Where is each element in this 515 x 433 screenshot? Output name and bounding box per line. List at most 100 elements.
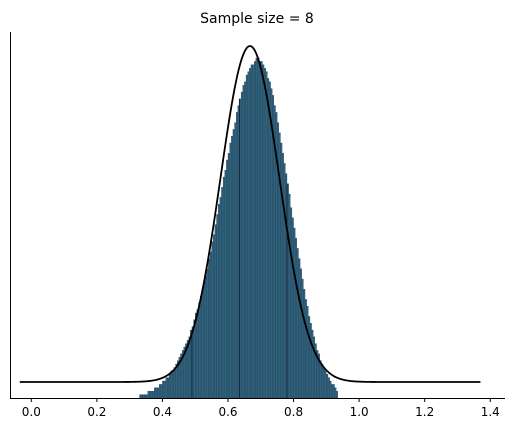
x-tick-label: 0.4 [153, 405, 172, 419]
histogram-bar [231, 136, 234, 399]
histogram-bar [265, 71, 268, 399]
histogram-bar [281, 153, 284, 399]
histogram-bar [144, 394, 147, 399]
histogram-bar [258, 61, 261, 399]
x-tick-label: 0.6 [218, 405, 237, 419]
histogram-bar [152, 391, 155, 399]
histogram-bar [226, 159, 229, 399]
x-tick-label: 0.2 [87, 405, 106, 419]
histogram-bar [303, 289, 306, 399]
histogram-bar [142, 394, 145, 399]
histogram-bar [260, 61, 263, 399]
histogram-bar [154, 387, 157, 399]
histogram-bar [211, 241, 214, 399]
histogram-bar [245, 74, 248, 399]
histogram-bar [216, 214, 219, 399]
histogram-bar [324, 370, 327, 399]
histogram-bar [249, 68, 252, 399]
histogram-bar [147, 391, 150, 399]
histogram-bar [227, 153, 230, 399]
histogram-bar [327, 377, 330, 399]
histogram-bar [299, 268, 302, 399]
histogram-bar [206, 268, 209, 399]
histogram-bar [140, 394, 143, 399]
histogram-bar [168, 374, 171, 399]
histogram-bar [236, 112, 238, 399]
histogram-bar [203, 282, 206, 399]
histogram-bar [288, 193, 291, 399]
histogram-bar [219, 197, 222, 399]
histogram-bar [208, 258, 211, 399]
histogram-bar [150, 391, 153, 399]
histogram-bar [283, 163, 286, 399]
histogram-bar [163, 380, 166, 399]
histogram-bar [293, 227, 296, 399]
histogram-bar [331, 384, 334, 399]
histogram-bar [334, 387, 337, 399]
histogram-bar [322, 367, 325, 399]
histogram-bar [204, 275, 207, 399]
histogram-bar [218, 204, 220, 399]
histogram-bar [306, 306, 309, 399]
histogram-bar [255, 57, 258, 399]
histogram-bar [240, 91, 243, 399]
x-axis-ticks: 0.0 0.2 0.4 0.6 0.8 1.0 1.2 1.4 [22, 398, 500, 419]
histogram-bar [319, 360, 322, 399]
histogram-bar [267, 78, 270, 399]
histogram-bar [247, 71, 250, 399]
x-tick-label: 1.4 [481, 405, 500, 419]
histogram-bar [195, 312, 198, 399]
histogram-bar [198, 302, 201, 399]
pdf-curve [19, 45, 481, 383]
histogram-bar [290, 207, 293, 399]
histogram-bar [295, 238, 297, 399]
histogram-bar [332, 384, 335, 399]
x-tick-label: 1.0 [350, 405, 369, 419]
histogram-bar [229, 142, 232, 399]
histogram-bar [326, 374, 329, 399]
histogram-bar [155, 387, 158, 399]
histogram-bar [242, 85, 245, 399]
histogram-bars [139, 57, 338, 399]
histogram-bar [270, 88, 273, 399]
histogram-bar [252, 64, 255, 399]
histogram-bar [254, 61, 257, 399]
histogram-bar [262, 64, 265, 399]
histogram-bar [222, 176, 225, 399]
histogram-bar [321, 363, 324, 399]
histogram-bar [234, 122, 237, 399]
histogram-bar [213, 234, 216, 399]
histogram-bar [170, 370, 173, 399]
histogram-bar [336, 391, 338, 399]
histogram-bar [304, 299, 307, 399]
histogram-bar [308, 316, 311, 399]
histogram-bar [139, 394, 142, 399]
histogram-bar [173, 367, 176, 399]
histogram-bar [313, 336, 316, 399]
histogram-bar [193, 319, 196, 399]
histogram-bar [311, 329, 314, 399]
histogram-bar [244, 81, 247, 399]
histogram-bar [214, 224, 217, 399]
histogram-bar [162, 380, 165, 399]
histogram-bar [298, 258, 301, 399]
histogram-bar [157, 387, 160, 399]
histogram-bar [329, 380, 332, 399]
histogram-bar [149, 391, 152, 399]
histogram-bar [257, 57, 260, 399]
histogram-bar [291, 217, 294, 399]
histogram-bar [209, 251, 212, 399]
histogram-bar [309, 323, 312, 399]
histogram-bar [224, 170, 227, 399]
histogram-bar [145, 394, 148, 399]
histogram-bar [232, 129, 235, 399]
histogram-bar [268, 81, 271, 399]
x-tick-label: 1.2 [415, 405, 434, 419]
histogram-bar [172, 370, 175, 399]
x-tick-label: 0.0 [22, 405, 41, 419]
reference-lines [191, 98, 288, 398]
chart-title: Sample size = 8 [200, 11, 314, 27]
histogram-bar [159, 384, 161, 399]
histogram-bar [160, 384, 163, 399]
